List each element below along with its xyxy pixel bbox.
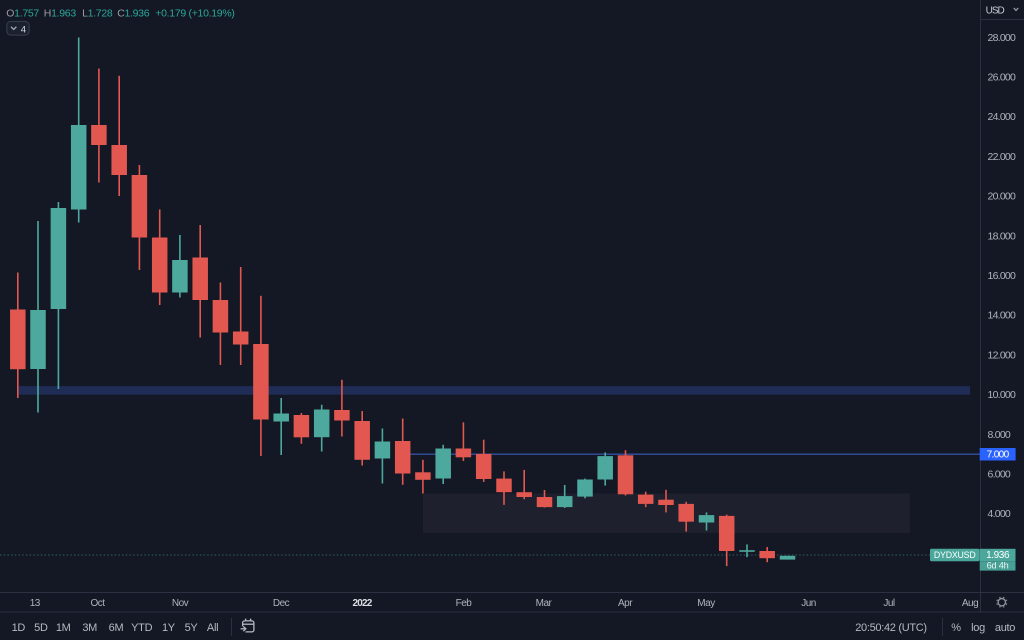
svg-text:24.000: 24.000 xyxy=(988,111,1017,123)
svg-text:USD: USD xyxy=(986,6,1005,17)
svg-text:%: % xyxy=(951,622,961,634)
svg-text:Dec: Dec xyxy=(273,598,290,609)
svg-text:L1.728: L1.728 xyxy=(82,7,113,19)
svg-text:13: 13 xyxy=(30,598,41,609)
svg-text:7.000: 7.000 xyxy=(987,449,1010,460)
svg-text:26.000: 26.000 xyxy=(988,72,1017,84)
svg-text:YTD: YTD xyxy=(131,622,152,634)
svg-text:4: 4 xyxy=(21,24,26,35)
svg-text:22.000: 22.000 xyxy=(988,151,1017,163)
svg-text:H1.963: H1.963 xyxy=(44,7,77,19)
svg-text:log: log xyxy=(971,622,985,634)
svg-text:3M: 3M xyxy=(82,622,97,634)
svg-text:5D: 5D xyxy=(34,622,48,634)
svg-text:12.000: 12.000 xyxy=(988,349,1017,361)
svg-text:C1.936: C1.936 xyxy=(117,7,150,19)
svg-text:28.000: 28.000 xyxy=(988,32,1017,44)
svg-text:All: All xyxy=(207,622,218,634)
svg-text:10.000: 10.000 xyxy=(988,389,1017,401)
svg-text:4.000: 4.000 xyxy=(988,508,1011,520)
svg-text:5Y: 5Y xyxy=(185,622,199,634)
svg-text:Jun: Jun xyxy=(801,598,816,609)
svg-text:Feb: Feb xyxy=(456,598,473,609)
svg-text:May: May xyxy=(697,598,715,609)
svg-text:Mar: Mar xyxy=(536,598,553,609)
svg-text:+0.179 (+10.19%): +0.179 (+10.19%) xyxy=(155,7,234,19)
svg-text:O1.757: O1.757 xyxy=(6,7,39,19)
svg-text:Oct: Oct xyxy=(90,598,105,609)
svg-text:1M: 1M xyxy=(56,622,71,634)
svg-text:18.000: 18.000 xyxy=(988,230,1017,242)
svg-text:16.000: 16.000 xyxy=(988,270,1017,282)
svg-text:14.000: 14.000 xyxy=(988,310,1017,322)
svg-text:1Y: 1Y xyxy=(162,622,176,634)
svg-text:1.936: 1.936 xyxy=(986,550,1010,561)
svg-text:1D: 1D xyxy=(12,622,26,634)
svg-text:Apr: Apr xyxy=(618,598,633,609)
svg-text:8.000: 8.000 xyxy=(988,429,1011,441)
svg-text:20:50:42 (UTC): 20:50:42 (UTC) xyxy=(855,622,927,634)
svg-text:6d 4h: 6d 4h xyxy=(987,561,1009,571)
svg-text:DYDXUSD: DYDXUSD xyxy=(934,550,976,560)
svg-text:2022: 2022 xyxy=(352,598,372,609)
svg-text:20.000: 20.000 xyxy=(988,191,1017,203)
svg-text:auto: auto xyxy=(995,622,1015,634)
svg-text:Aug: Aug xyxy=(962,598,978,609)
svg-text:6.000: 6.000 xyxy=(988,469,1011,481)
svg-text:6M: 6M xyxy=(109,622,124,634)
svg-text:Jul: Jul xyxy=(883,598,895,609)
svg-text:Nov: Nov xyxy=(172,598,189,609)
